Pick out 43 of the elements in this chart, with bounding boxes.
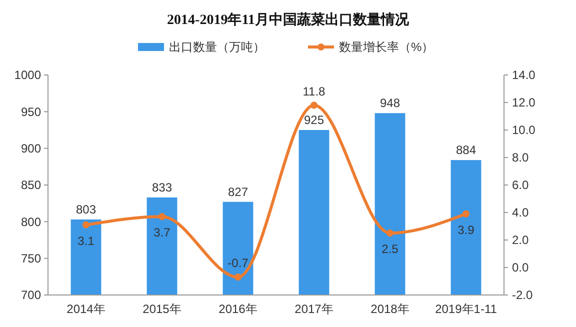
legend-label: 出口数量（万吨） <box>169 40 265 54</box>
y2-tick-label: 6.0 <box>512 178 530 192</box>
data-label: 3.9 <box>458 222 475 237</box>
data-label: 925 <box>304 113 324 127</box>
data-label: 884 <box>456 143 476 158</box>
point <box>82 221 90 228</box>
data-label: 3.1 <box>78 234 95 248</box>
data-label: 3.7 <box>154 226 171 240</box>
point <box>310 102 318 109</box>
y2-tick-label: 2.0 <box>512 233 530 248</box>
y-tick-label: 750 <box>20 252 42 266</box>
y2-tick-label: 4.0 <box>512 206 530 220</box>
y2-tick-label: -2.0 <box>512 288 534 302</box>
data-label: 948 <box>380 96 400 110</box>
point <box>234 274 242 281</box>
data-label: 803 <box>76 202 96 216</box>
y2-tick-label: 0.0 <box>512 260 530 275</box>
x-tick-label: 2019年1-11 <box>435 302 498 316</box>
y2-tick-label: 14.0 <box>512 68 536 82</box>
y2-tick-label: 8.0 <box>512 150 530 165</box>
y-tick-label: 800 <box>20 214 42 229</box>
y-tick-label: 900 <box>20 142 42 156</box>
y2-tick-label: 12.0 <box>512 96 536 110</box>
point <box>158 213 166 220</box>
y2-tick-label: 10.0 <box>512 123 536 138</box>
data-label: -0.7 <box>228 256 249 270</box>
data-label: 833 <box>152 180 172 194</box>
x-tick-label: 2016年 <box>218 302 258 316</box>
point <box>386 230 394 237</box>
y-tick-label: 1000 <box>14 68 42 82</box>
x-tick-label: 2014年 <box>66 302 106 316</box>
x-tick-label: 2015年 <box>142 302 182 316</box>
point <box>462 210 470 218</box>
data-label: 11.8 <box>302 84 326 98</box>
y-tick-label: 700 <box>20 288 42 302</box>
data-label: 827 <box>228 184 248 199</box>
y-tick-label: 950 <box>20 104 42 119</box>
x-tick-label: 2017年 <box>294 302 334 316</box>
x-tick-label: 2018年 <box>370 302 410 316</box>
legend-label: 数量增长率（%） <box>339 40 434 54</box>
y-tick-label: 850 <box>20 178 42 192</box>
chart-title: 2014-2019年11月中国蔬菜出口数量情况 <box>167 12 410 28</box>
data-label: 2.5 <box>382 242 399 256</box>
